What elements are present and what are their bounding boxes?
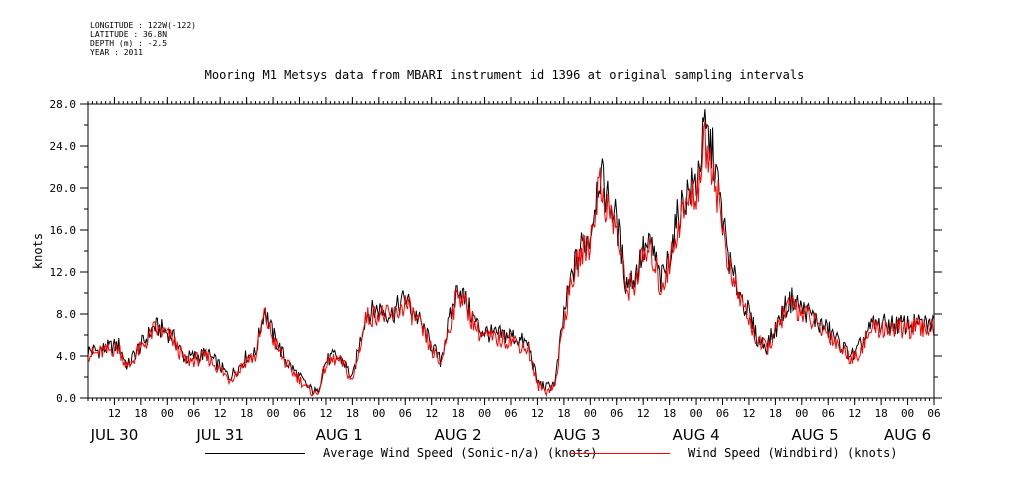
longitude-label: LONGITUDE : 122W(-122) [90,21,196,30]
y-tick-label: 0.0 [56,392,76,405]
x-day-label: AUG 1 [316,426,363,444]
chart-title: Mooring M1 Metsys data from MBARI instru… [204,68,805,82]
series-line-windbird [87,121,935,398]
y-tick-label: 28.0 [50,98,77,111]
legend-label-windbird: Wind Speed (Windbird) (knots) [688,446,898,460]
y-tick-label: 16.0 [50,224,77,237]
x-day-label: JUL 30 [90,426,139,444]
x-day-label: AUG 2 [435,426,482,444]
x-hour-label: 00 [266,407,279,420]
x-hour-label: 12 [637,407,650,420]
x-hour-label: 00 [901,407,914,420]
x-hour-label: 00 [478,407,491,420]
x-hour-label: 18 [346,407,359,420]
latitude-label: LATITUDE : 36.8N [90,30,168,39]
x-hour-label: 06 [822,407,835,420]
x-hour-label: 06 [293,407,306,420]
legend-label-sonic: Average Wind Speed (Sonic-n/a) (knots) [323,446,598,460]
x-hour-label: 12 [742,407,755,420]
x-hour-label: 12 [425,407,438,420]
x-hour-label: 06 [927,407,940,420]
legend-swatch-windbird [570,453,670,454]
x-hour-label: 12 [214,407,227,420]
x-hour-label: 12 [319,407,332,420]
x-hour-label: 00 [795,407,808,420]
x-day-label: AUG 3 [554,426,601,444]
legend-swatch-sonic [205,453,305,454]
x-hour-label: 18 [875,407,888,420]
x-hour-label: 12 [108,407,121,420]
x-hour-label: 00 [689,407,702,420]
x-hour-label: 00 [584,407,597,420]
x-hour-label: 06 [399,407,412,420]
x-hour-label: 06 [716,407,729,420]
x-hour-label: 06 [187,407,200,420]
x-hour-label: 18 [663,407,676,420]
depth-label: DEPTH (m) : -2.5 [90,39,168,48]
y-tick-label: 12.0 [50,266,77,279]
x-hour-label: 18 [134,407,147,420]
y-tick-label: 8.0 [56,308,76,321]
x-hour-label: 00 [161,407,174,420]
year-label: YEAR : 2011 [90,48,143,57]
y-tick-label: 20.0 [50,182,77,195]
x-hour-label: 18 [452,407,465,420]
x-hour-label: 18 [557,407,570,420]
station-metadata: LONGITUDE : 122W(-122) LATITUDE : 36.8N … [90,21,196,57]
y-tick-label: 24.0 [50,140,77,153]
x-day-label: JUL 31 [195,426,244,444]
x-day-label: AUG 4 [672,426,719,444]
series-line-sonic [87,109,935,396]
x-day-label: AUG 6 [884,426,931,444]
x-hour-label: 18 [240,407,253,420]
x-hour-label: 06 [610,407,623,420]
y-axis-label: knots [31,233,45,269]
x-hour-label: 18 [769,407,782,420]
x-hour-label: 12 [848,407,861,420]
x-hour-label: 06 [504,407,517,420]
x-hour-label: 00 [372,407,385,420]
y-tick-label: 4.0 [56,350,76,363]
x-day-label: AUG 5 [791,426,838,444]
x-hour-label: 12 [531,407,544,420]
